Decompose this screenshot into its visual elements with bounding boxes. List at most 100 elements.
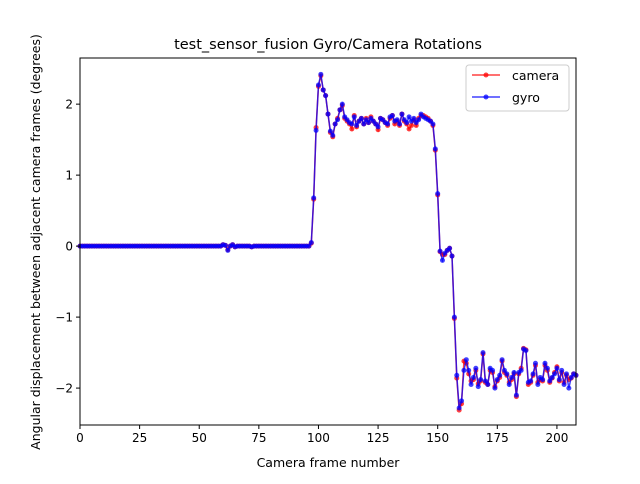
legend-gyro-label: gyro — [512, 90, 540, 105]
gyro-data-point — [501, 367, 507, 373]
gyro-data-point — [327, 128, 333, 134]
chart-title: test_sensor_fusion Gyro/Camera Rotations — [174, 37, 482, 53]
gyro-data-point — [351, 114, 357, 120]
gyro-data-point — [540, 377, 546, 383]
gyro-data-point — [366, 120, 372, 126]
gyro-data-point — [468, 382, 474, 388]
legend: camera gyro — [465, 64, 570, 112]
legend-camera-marker — [483, 72, 489, 78]
gyro-data-point — [466, 367, 472, 373]
gyro-data-point — [475, 384, 481, 390]
y-tick-label: 2 — [65, 98, 73, 112]
gyro-data-point — [337, 107, 343, 113]
gyro-data-point — [416, 117, 422, 123]
gyro-data-point — [451, 314, 457, 320]
gyro-data-point — [509, 374, 515, 380]
gyro-data-point — [411, 115, 417, 121]
gyro-data-point — [406, 114, 412, 120]
gyro-data-point — [542, 360, 548, 366]
x-tick-label: 50 — [192, 431, 207, 445]
legend-gyro-marker — [483, 94, 489, 100]
gyro-data-point — [492, 385, 498, 391]
gyro-data-point — [432, 146, 438, 152]
gyro-data-point — [480, 350, 486, 356]
gyro-data-point — [528, 378, 534, 384]
gyro-data-point — [385, 121, 391, 127]
gyro-data-point — [397, 121, 403, 127]
gyro-data-point — [439, 257, 445, 263]
gyro-data-point — [561, 382, 567, 388]
x-tick-label: 175 — [486, 431, 509, 445]
gyro-data-point — [308, 240, 314, 246]
y-axis-label: Angular displacement between adjacent ca… — [28, 34, 43, 450]
gyro-data-point — [513, 392, 519, 398]
gyro-data-point — [559, 367, 565, 373]
gyro-data-point — [552, 371, 558, 377]
gyro-data-point — [404, 120, 410, 126]
gyro-data-point — [318, 71, 324, 77]
gyro-data-point — [358, 115, 364, 121]
x-tick-label: 200 — [545, 431, 568, 445]
y-tick-label: −2 — [55, 382, 73, 396]
gyro-data-point — [473, 365, 479, 371]
gyro-data-point — [332, 121, 338, 127]
gyro-data-point — [499, 357, 505, 363]
gyro-data-point — [335, 117, 341, 123]
legend-box — [465, 64, 570, 112]
gyro-data-point — [437, 248, 443, 254]
x-tick-label: 100 — [307, 431, 330, 445]
gyro-data-point — [497, 372, 503, 378]
gyro-data-point — [454, 372, 460, 378]
y-tick-label: −1 — [55, 311, 73, 325]
gyro-data-point — [494, 377, 500, 383]
gyro-data-point — [482, 378, 488, 384]
gyro-data-point — [566, 385, 572, 391]
gyro-data-point — [549, 374, 555, 380]
gyro-data-point — [490, 367, 496, 373]
gyro-data-point — [554, 365, 560, 371]
gyro-data-point — [518, 367, 524, 373]
gyro-data-point — [323, 93, 329, 99]
gyro-data-point — [511, 369, 517, 375]
gyro-data-point — [315, 82, 321, 88]
legend-camera-label: camera — [512, 68, 559, 83]
gyro-data-point — [456, 405, 462, 411]
gyro-data-point — [354, 122, 360, 128]
x-tick-label: 150 — [426, 431, 449, 445]
gyro-data-point — [478, 377, 484, 383]
x-tick-label: 25 — [132, 431, 147, 445]
y-tick-label: 0 — [65, 240, 73, 254]
gyro-data-point — [349, 121, 355, 127]
gyro-data-point — [311, 195, 317, 201]
gyro-data-point — [463, 357, 469, 363]
gyro-data-point — [449, 253, 455, 259]
gyro-data-point — [556, 377, 562, 383]
gyro-data-point — [222, 242, 228, 248]
gyro-data-point — [523, 347, 529, 353]
plot-area — [77, 71, 579, 413]
gyro-data-point — [399, 111, 405, 117]
gyro-data-point — [394, 117, 400, 123]
gyro-data-point — [563, 371, 569, 377]
camera-data-point — [408, 122, 414, 128]
gyro-data-point — [544, 365, 550, 371]
camera-data-point — [406, 126, 412, 132]
gyro-data-point — [430, 121, 436, 127]
gyro-data-point — [459, 398, 465, 404]
axis-ticks: 0 25 50 75 100 125 150 175 200 −2 −1 0 1 2 — [55, 98, 568, 445]
x-tick-label: 75 — [251, 431, 266, 445]
gyro-data-point — [447, 245, 453, 251]
x-tick-label: 125 — [367, 431, 390, 445]
axes-frame — [79, 57, 577, 426]
gyro-data-point — [568, 374, 574, 380]
x-tick-label: 0 — [76, 431, 84, 445]
gyro-data-point — [485, 382, 491, 388]
gyro-data-point — [389, 112, 395, 118]
gyro-data-point — [435, 191, 441, 197]
gyro-data-point — [306, 243, 312, 249]
gyro-data-point — [339, 101, 345, 107]
gyro-data-point — [375, 124, 381, 130]
gyro-data-point — [461, 367, 467, 373]
gyro-data-point — [504, 371, 510, 377]
